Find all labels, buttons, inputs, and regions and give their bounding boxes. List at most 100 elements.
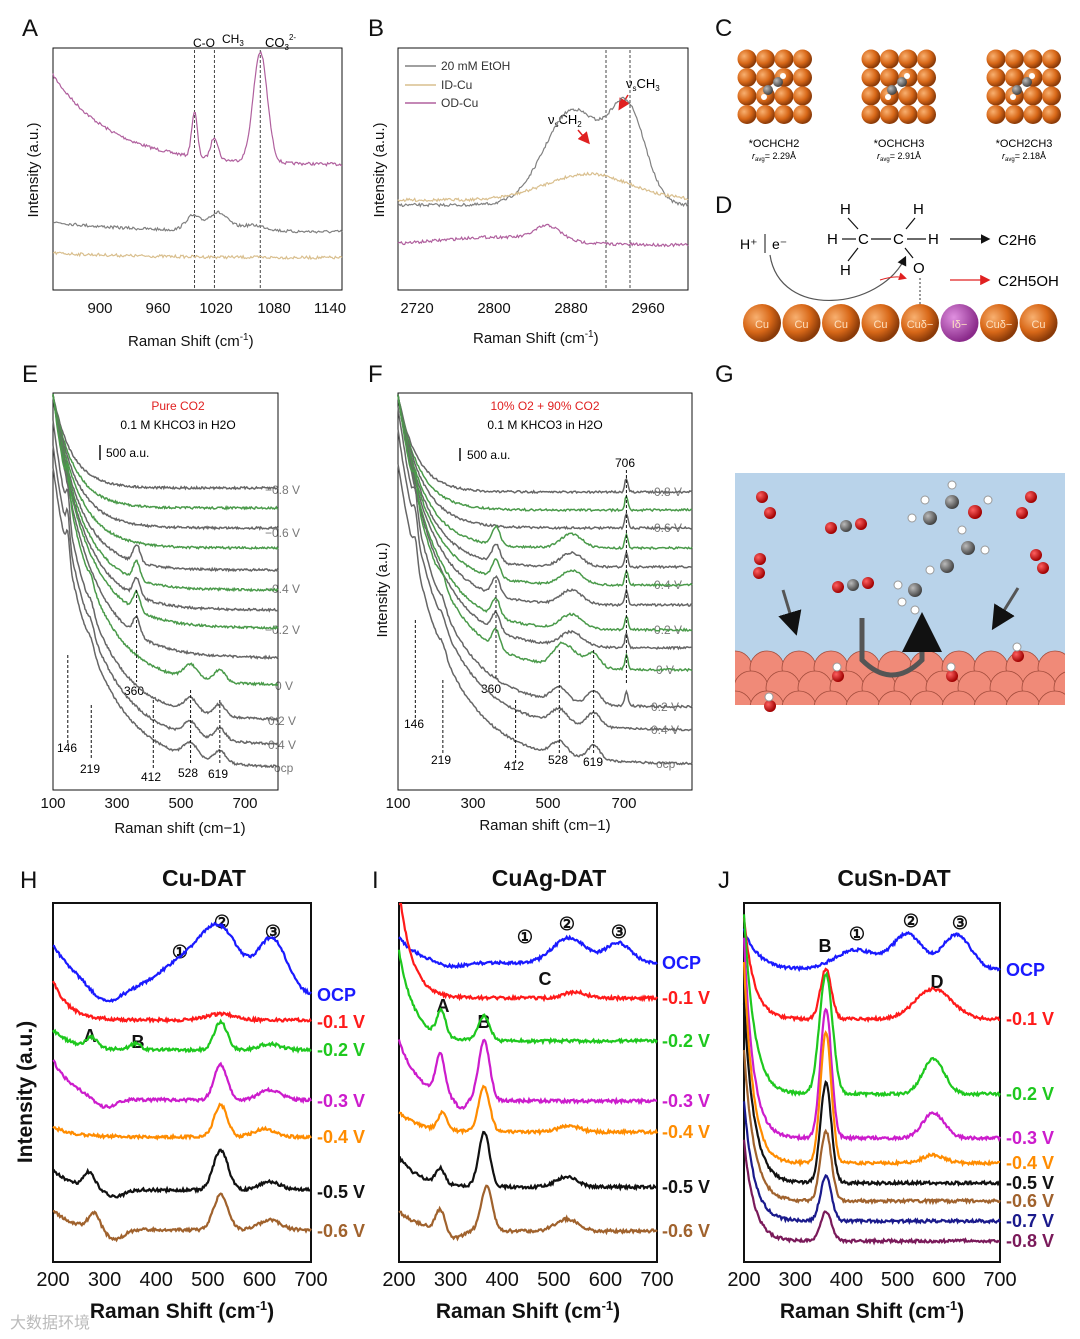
co2-c [840, 520, 852, 532]
o2-atom [1030, 549, 1042, 561]
potential-label: 0.4 V [651, 723, 679, 737]
hydrogen-atom [947, 480, 957, 490]
co2-c [847, 579, 859, 591]
series-label: -0.6 V [1006, 1191, 1054, 1211]
tick-label: 500 [881, 1269, 914, 1291]
tick-label: 400 [830, 1269, 863, 1291]
hydrogen-atom [904, 73, 910, 79]
product-ethane: C2H6 [998, 232, 1036, 249]
series-label: -0.2 V [662, 1031, 710, 1051]
peak-label: 619 [583, 755, 603, 769]
panel-f-series [397, 393, 693, 513]
o2-atom [764, 507, 776, 519]
surface-atom-label: Cuδ− [907, 319, 934, 331]
cu-atom [880, 68, 899, 87]
panel-letter-a: A [22, 15, 38, 42]
peak-label: ① [172, 942, 188, 962]
cu-atom [737, 49, 757, 69]
peak-label: C [539, 969, 552, 989]
panel-e-series [52, 395, 279, 661]
cu-atom [909, 690, 945, 705]
peak-label: 360 [124, 684, 144, 698]
panel-f-series [397, 429, 693, 732]
cu-atom [1037, 690, 1065, 705]
hydrogen-atom [980, 545, 990, 555]
panel-letter-g: G [715, 361, 734, 388]
tick-label: 700 [983, 1269, 1016, 1291]
potential-label: −0.6 V [265, 526, 300, 540]
cu-atom [917, 86, 936, 106]
hydrogen-atom [780, 73, 786, 79]
carbon-atom [940, 559, 954, 573]
series--0.6 V [398, 1184, 658, 1242]
peak-label: 528 [548, 753, 568, 767]
series--0.4 V [742, 961, 1001, 1168]
carbon-atom [923, 511, 937, 525]
surface-atom-label: Cu [1031, 319, 1045, 331]
cu-atom [1023, 49, 1043, 69]
hydrogen-atom [957, 525, 967, 535]
hydrogen-atom [764, 692, 774, 702]
cu-atom [973, 690, 1009, 705]
cu-atom [917, 68, 936, 87]
panel-b-legend: 20 mM EtOH ID-Cu OD-Cu [405, 59, 510, 110]
atom-h: H [827, 231, 838, 248]
carbon-atom [961, 541, 975, 555]
tick-label: 200 [36, 1269, 69, 1291]
hydrogen-atom [761, 94, 767, 100]
panel-a-xticks: 900 960 1020 1080 1140 [87, 300, 346, 317]
atom-c: C [858, 231, 869, 248]
cu-atom [756, 49, 775, 69]
series-label: -0.3 V [1006, 1128, 1054, 1148]
panel-e-potentials: −0.8 V −0.6 V −0.4 V −0.2 V 0 V 0.2 V 0.… [265, 483, 300, 775]
peak-label: 146 [404, 717, 424, 731]
series-label: -0.3 V [317, 1091, 365, 1111]
tick-label: 100 [385, 795, 410, 812]
surface-atom-label: Cu [755, 319, 769, 331]
o2-atom [753, 567, 765, 579]
panel-letter-c: C [715, 15, 732, 42]
panel-f-ylabel: Intensity (a.u.) [374, 542, 391, 637]
cu-surface [735, 650, 1065, 705]
peak-label: 412 [141, 770, 161, 784]
panel-g-illustration [735, 473, 1065, 712]
cu-atom [898, 105, 918, 124]
series--0.2 V [742, 914, 1001, 1099]
tick-label: 960 [145, 300, 170, 317]
panel-f-series [397, 395, 693, 608]
panel-f-gas: 10% O2 + 90% CO2 [490, 399, 599, 413]
series-OCP [52, 921, 312, 1004]
co2-o [832, 581, 844, 593]
xlabel: Raman Shift (cm-1) [90, 1298, 274, 1323]
series-label: OCP [317, 985, 356, 1005]
panel-letter-e: E [22, 361, 38, 388]
cu-surface-row: Cu Cu Cu Cu Cuδ− Iδ− Cuδ− Cu [743, 304, 1058, 342]
cu-atom [813, 690, 849, 705]
hydrogen-atom [907, 513, 917, 523]
panel-f-electrolyte: 0.1 M KHCO3 in H2O [487, 418, 602, 432]
series-label: -0.1 V [1006, 1009, 1054, 1029]
panel-f-series [397, 395, 693, 588]
hydrogen-atom [832, 662, 842, 672]
series--0.1 V [742, 917, 1001, 1023]
oxygen-atom [946, 670, 958, 682]
panel-f-series [397, 395, 693, 673]
structure-label: *OCHCH2 [749, 138, 800, 150]
tick-label: 2960 [631, 300, 664, 317]
series-label: -0.1 V [662, 988, 710, 1008]
cu-atom [986, 86, 1006, 106]
panel-e-series [52, 395, 279, 531]
legend-label: 20 mM EtOH [441, 59, 510, 73]
potential-label: −0.4 V [265, 582, 300, 596]
cu-atom [877, 690, 913, 705]
hydrogen-atom [885, 94, 891, 100]
series--0.6 V [52, 1192, 312, 1243]
panel-f-series [397, 406, 693, 709]
o2-atom [756, 491, 768, 503]
structure-distance: ravg= 2.91Å [877, 151, 921, 163]
series-OCP [398, 934, 658, 970]
cu-atom [1042, 68, 1061, 87]
tick-label: 700 [640, 1269, 673, 1291]
annotation-co3: CO32- [265, 33, 296, 52]
